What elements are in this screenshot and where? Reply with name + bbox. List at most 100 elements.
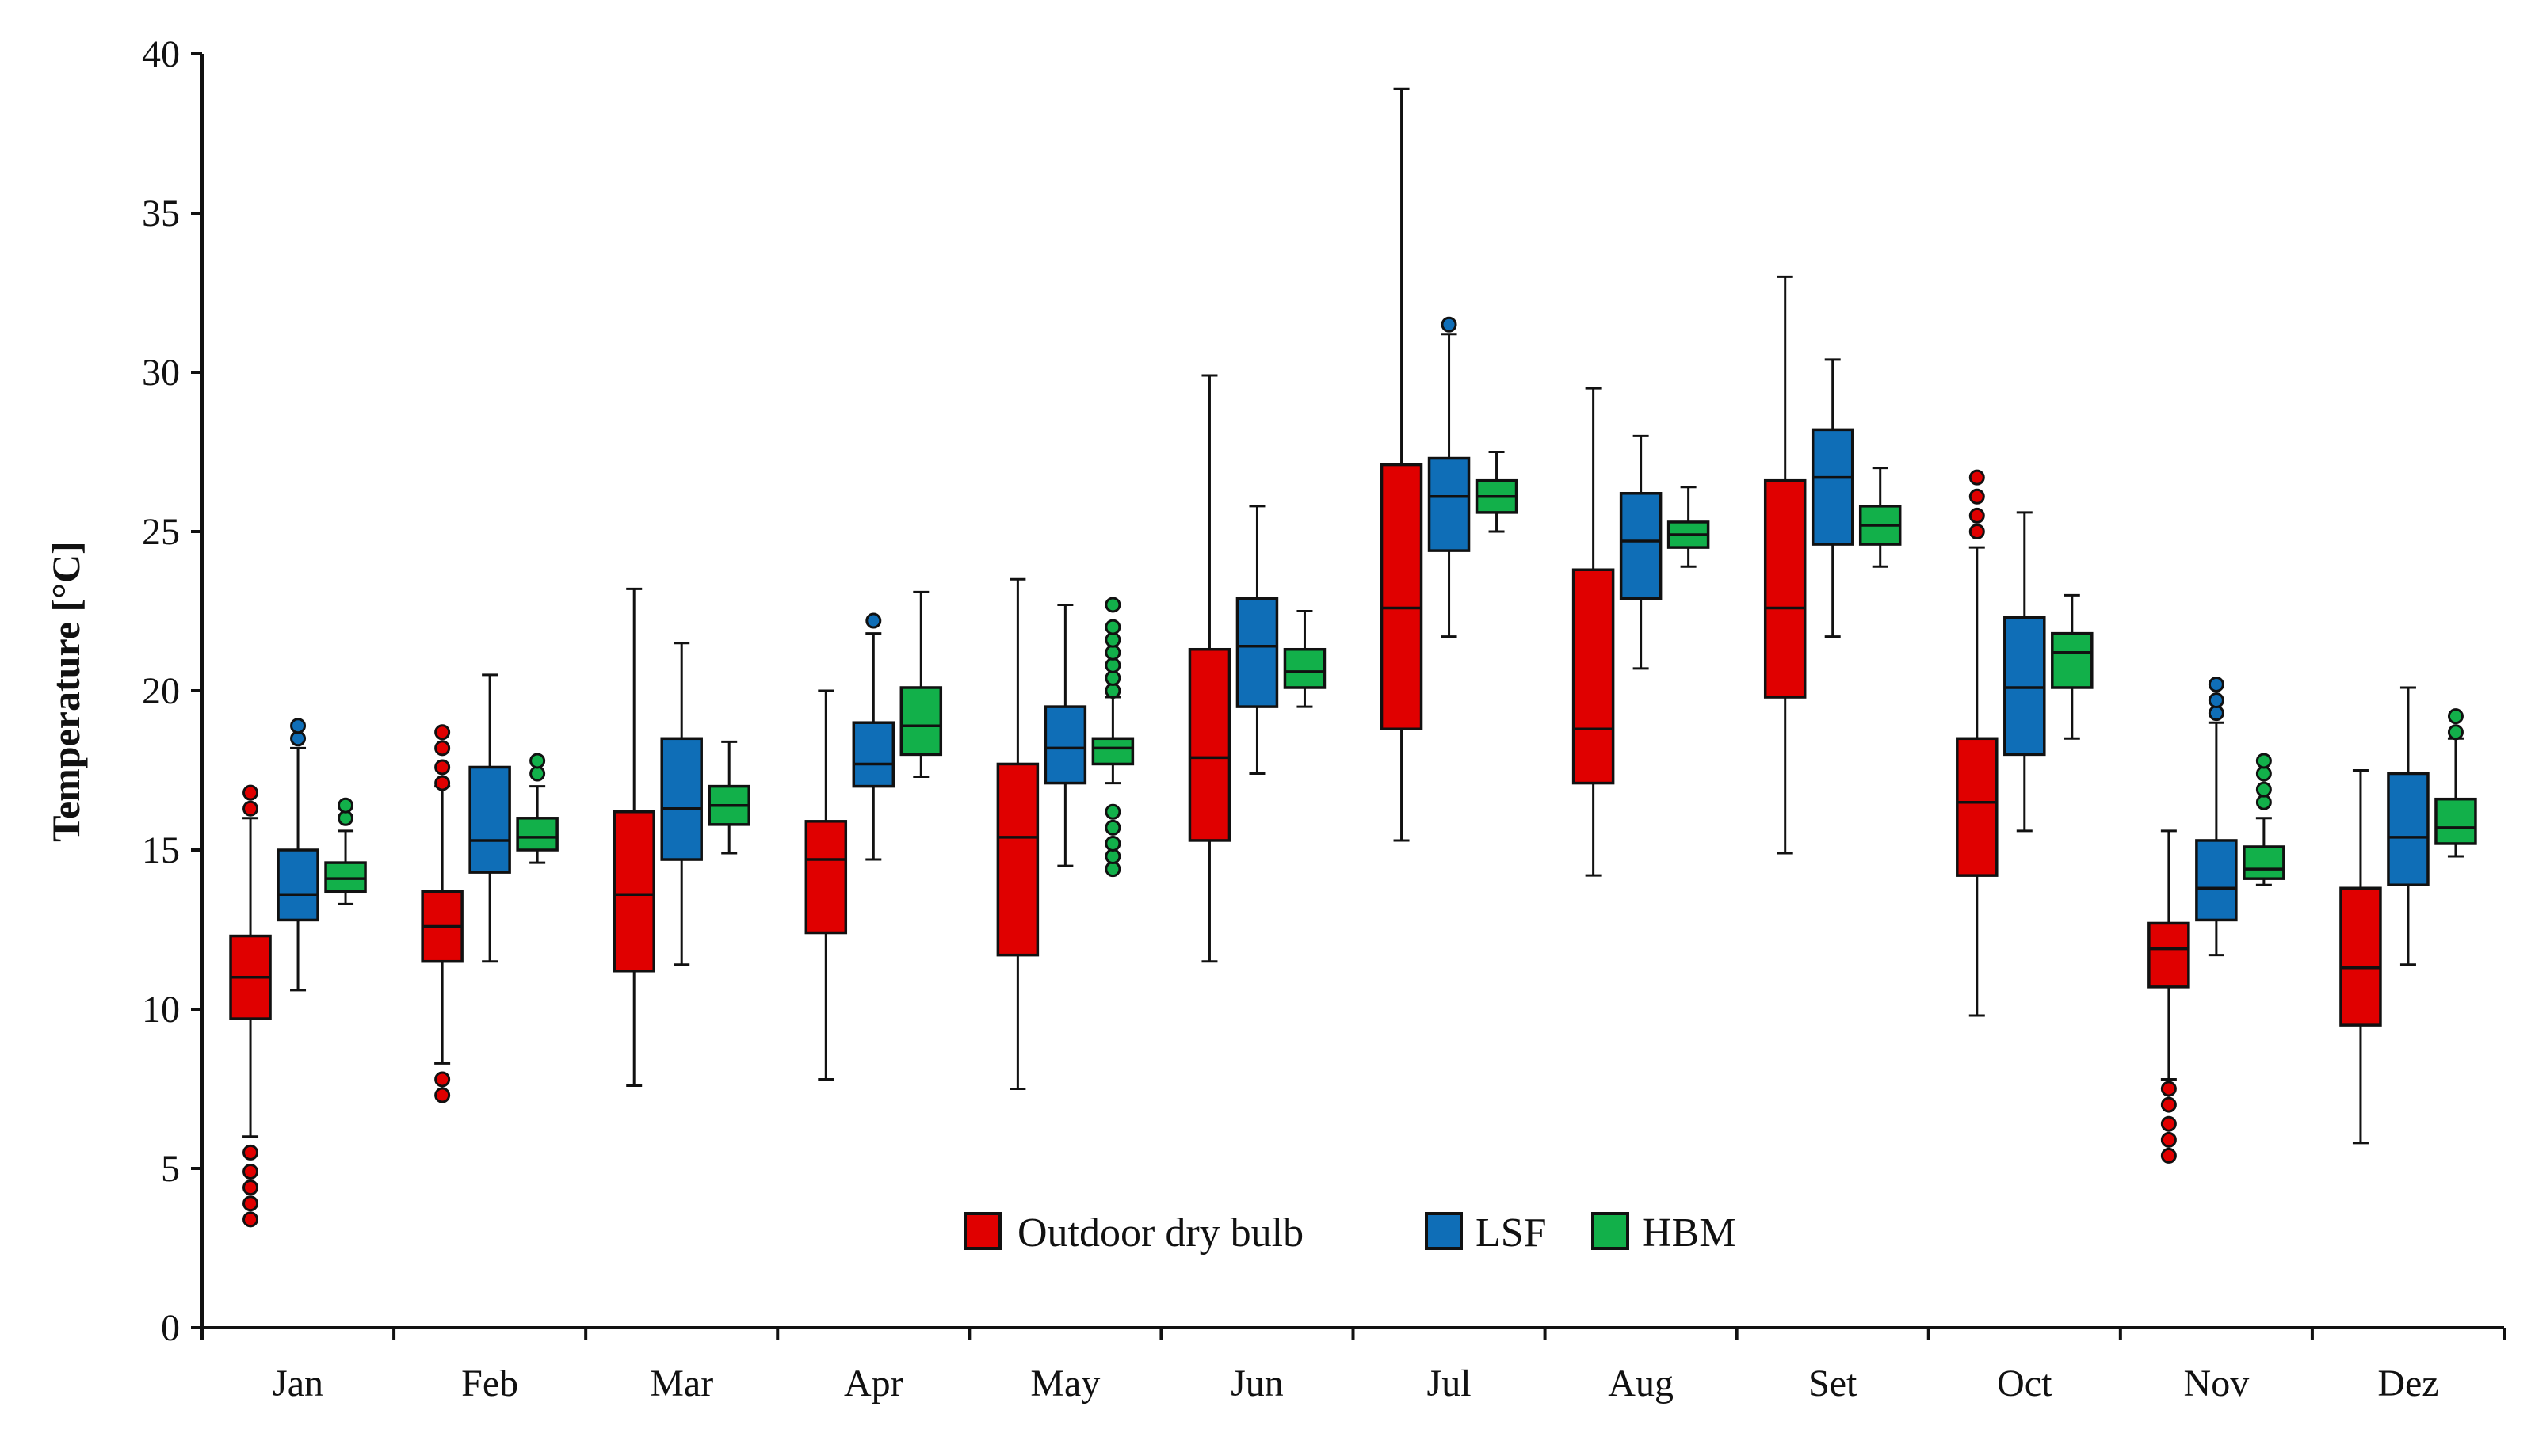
box-outdoor-dry-bulb-apr: [804, 689, 848, 1081]
outlier-point: [1441, 316, 1457, 333]
outlier-point: [2160, 1147, 2177, 1164]
outlier-point: [434, 759, 451, 776]
outlier-point: [529, 753, 546, 769]
box-hbm-oct: [2051, 593, 2094, 740]
box-iqr: [2339, 886, 2382, 1027]
x-tick-label-jul: Jul: [1427, 1363, 1472, 1405]
box-outdoor-dry-bulb-mar: [613, 587, 655, 1087]
box-iqr: [2434, 797, 2477, 845]
box-outdoor-dry-bulb-jun: [1188, 374, 1231, 963]
outlier-point: [2160, 1096, 2177, 1113]
outlier-point: [1968, 507, 1985, 524]
box-hbm-jul: [1475, 451, 1518, 533]
box-iqr: [613, 810, 655, 973]
box-iqr: [996, 762, 1040, 957]
outlier-point: [2208, 705, 2224, 722]
box-outdoor-dry-bulb-jul: [1380, 87, 1423, 842]
box-hbm-jun: [1283, 610, 1327, 708]
box-iqr: [468, 765, 511, 874]
box-lsf-jan: [277, 718, 319, 992]
legend-swatch-outdoor-dry-bulb: [964, 1212, 1002, 1250]
outlier-point: [2160, 1131, 2177, 1148]
outlier-point: [2160, 1115, 2177, 1132]
x-axis: Jan Feb Mar Apr May Jun Jul Aug Set Oct Nov Dez: [200, 1326, 2506, 1405]
box-lsf-oct: [2003, 511, 2046, 833]
box-outdoor-dry-bulb-dez: [2339, 769, 2382, 1145]
y-tick-label-30: 30: [142, 352, 180, 394]
outlier-point: [338, 797, 354, 814]
box-lsf-may: [1044, 603, 1087, 867]
box-iqr: [516, 817, 559, 852]
x-tick-label-set: Set: [1808, 1363, 1857, 1405]
outlier-point: [242, 1164, 259, 1180]
x-tick-label-jun: Jun: [1231, 1363, 1284, 1405]
y-tick-label-25: 25: [142, 511, 180, 553]
box-iqr: [1235, 597, 1279, 708]
x-tick-label-nov: Nov: [2184, 1363, 2250, 1405]
outlier-point: [242, 800, 259, 817]
box-iqr: [1763, 478, 1807, 699]
box-iqr: [1571, 568, 1615, 785]
box-lsf-set: [1811, 358, 1854, 638]
outlier-point: [1105, 803, 1121, 820]
box-iqr: [1619, 492, 1663, 600]
outlier-point: [434, 775, 451, 791]
outlier-point: [2208, 676, 2224, 692]
outlier-point: [2255, 781, 2272, 798]
outlier-point: [1105, 644, 1121, 661]
outlier-point: [2255, 753, 2272, 769]
box-lsf-jun: [1235, 505, 1279, 776]
y-tick-label-15: 15: [142, 829, 180, 871]
legend-label-hbm: HBM: [1642, 1210, 1735, 1256]
x-tick-label-apr: Apr: [844, 1363, 903, 1405]
outlier-point: [338, 810, 354, 826]
box-iqr: [2195, 839, 2238, 922]
x-tick-label-jan: Jan: [273, 1363, 323, 1405]
y-axis-title: Temperature [°C]: [44, 541, 88, 842]
box-iqr: [2003, 616, 2046, 757]
x-tick-label-aug: Aug: [1608, 1363, 1674, 1405]
box-hbm-feb: [516, 753, 559, 864]
box-series-group: [229, 87, 2477, 1228]
box-hbm-mar: [708, 740, 750, 855]
x-tick-label-may: May: [1030, 1363, 1100, 1405]
box-outdoor-dry-bulb-jan: [229, 784, 272, 1228]
box-hbm-apr: [899, 590, 943, 779]
outlier-point: [242, 784, 259, 801]
outlier-point: [2255, 765, 2272, 782]
outlier-point: [2208, 692, 2224, 709]
outlier-point: [1105, 861, 1121, 878]
outlier-point: [242, 1195, 259, 1212]
x-tick-label-oct: Oct: [1997, 1363, 2052, 1405]
box-hbm-aug: [1666, 486, 1710, 568]
box-lsf-aug: [1619, 434, 1663, 670]
box-lsf-dez: [2387, 686, 2430, 966]
outlier-point: [1105, 597, 1121, 613]
y-axis: 0 5 10 15 20 25 30 35 40: [142, 33, 204, 1349]
box-iqr: [324, 861, 367, 894]
outlier-point: [1105, 819, 1121, 836]
outlier-point: [1105, 683, 1121, 699]
box-hbm-dez: [2434, 708, 2477, 858]
outlier-point: [242, 1180, 259, 1196]
box-outdoor-dry-bulb-nov: [2147, 829, 2190, 1164]
outlier-point: [434, 1071, 451, 1088]
outlier-point: [2447, 724, 2464, 741]
box-iqr: [804, 820, 848, 935]
box-iqr: [2387, 772, 2430, 886]
outlier-point: [1105, 657, 1121, 673]
outlier-point: [2255, 794, 2272, 810]
legend-label-outdoor-dry-bulb: Outdoor dry bulb: [1017, 1210, 1304, 1256]
box-iqr: [277, 848, 319, 922]
outlier-point: [1105, 848, 1121, 865]
box-lsf-feb: [468, 673, 511, 963]
outlier-point: [1105, 669, 1121, 686]
legend-label-lsf: LSF: [1476, 1210, 1547, 1256]
y-tick-label-20: 20: [142, 670, 180, 712]
y-tick-label-40: 40: [142, 33, 180, 75]
legend-swatch-lsf: [1425, 1212, 1463, 1250]
box-iqr: [660, 737, 703, 861]
box-iqr: [2243, 845, 2285, 880]
y-tick-label-35: 35: [142, 192, 180, 234]
